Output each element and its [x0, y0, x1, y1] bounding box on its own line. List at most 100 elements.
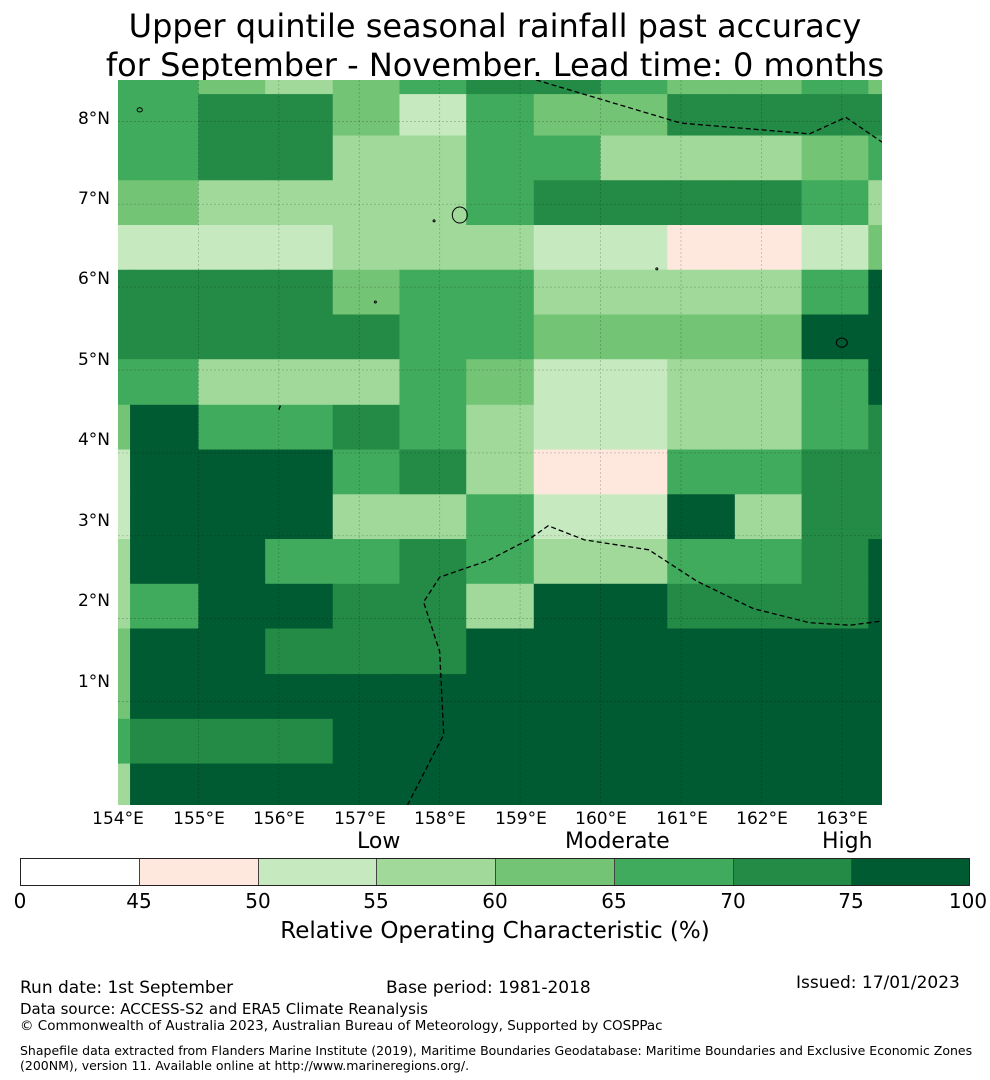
accuracy-cell [399, 583, 467, 630]
accuracy-cell [600, 718, 668, 765]
accuracy-cell [533, 359, 602, 406]
accuracy-cell [130, 583, 200, 630]
accuracy-cell [667, 404, 736, 451]
accuracy-cell [130, 628, 200, 675]
accuracy-cell [868, 539, 882, 585]
accuracy-cell [466, 269, 535, 316]
accuracy-cell [600, 225, 668, 271]
accuracy-cell [533, 583, 602, 630]
accuracy-cell [399, 135, 467, 181]
accuracy-cell [667, 80, 736, 95]
lon-label-156e: 156°E [253, 809, 305, 829]
accuracy-cell [868, 80, 882, 95]
island-outline [136, 107, 143, 113]
accuracy-cell [118, 494, 131, 540]
accuracy-cell [801, 404, 869, 451]
lat-label-5n: 5°N [77, 350, 110, 370]
accuracy-cell [868, 628, 882, 675]
accuracy-cell [118, 80, 131, 95]
accuracy-cell [118, 180, 131, 226]
accuracy-cell [265, 94, 334, 137]
accuracy-cell [801, 180, 869, 226]
maritime-boundary [536, 80, 882, 143]
accuracy-cell [466, 763, 535, 805]
colorbar-tick: 65 [601, 889, 627, 913]
accuracy-cell [466, 135, 535, 181]
accuracy-cell [667, 628, 736, 675]
accuracy-cell [801, 359, 869, 406]
accuracy-cell [130, 539, 200, 585]
accuracy-cell [118, 404, 131, 451]
accuracy-cell [118, 763, 131, 805]
accuracy-cell [734, 80, 803, 95]
accuracy-cell [130, 404, 200, 451]
accuracy-cell [600, 80, 668, 95]
accuracy-cell [533, 135, 602, 181]
accuracy-cell [265, 494, 334, 540]
colorbar-tick: 55 [363, 889, 389, 913]
lon-label-161e: 161°E [656, 809, 708, 829]
colorbar [20, 858, 970, 886]
accuracy-cell [533, 628, 602, 675]
accuracy-cell [118, 135, 131, 181]
accuracy-cell [734, 225, 803, 271]
accuracy-cell [130, 269, 200, 316]
accuracy-cell [667, 494, 736, 540]
accuracy-cell [734, 674, 803, 720]
accuracy-cell [332, 628, 401, 675]
accuracy-cell [466, 539, 535, 585]
accuracy-cell [801, 674, 869, 720]
accuracy-cell [198, 674, 266, 720]
accuracy-cell [399, 269, 467, 316]
accuracy-cell [198, 539, 266, 585]
colorbar-tick: 0 [13, 889, 27, 913]
accuracy-cell [265, 583, 334, 630]
accuracy-cell [667, 718, 736, 765]
accuracy-cell [466, 80, 535, 95]
accuracy-cell [667, 135, 736, 181]
lat-label-1n: 1°N [77, 672, 110, 692]
lon-label-154e: 154°E [92, 809, 144, 829]
accuracy-cell [868, 314, 882, 360]
accuracy-cell [801, 718, 869, 765]
lat-label-8n: 8°N [77, 109, 110, 129]
copyright-notice: © Commonwealth of Australia 2023, Austra… [20, 1018, 663, 1034]
accuracy-cell [265, 359, 334, 406]
accuracy-cell [118, 225, 131, 271]
rainfall-accuracy-map [118, 80, 882, 805]
accuracy-cell [466, 225, 535, 271]
accuracy-cell [198, 269, 266, 316]
accuracy-cell [332, 314, 401, 360]
accuracy-cell [466, 628, 535, 675]
accuracy-cell [466, 583, 535, 630]
accuracy-cell [600, 763, 668, 805]
accuracy-cell [801, 135, 869, 181]
accuracy-cell [868, 674, 882, 720]
accuracy-cell [868, 225, 882, 271]
accuracy-cell [667, 180, 736, 226]
accuracy-cell [734, 494, 803, 540]
accuracy-cell [399, 225, 467, 271]
accuracy-cell [868, 449, 882, 495]
accuracy-cell [466, 94, 535, 137]
accuracy-cell [399, 494, 467, 540]
accuracy-cell [667, 94, 736, 137]
accuracy-cell [130, 94, 200, 137]
accuracy-cell [332, 225, 401, 271]
accuracy-cell [533, 180, 602, 226]
accuracy-cell [198, 80, 266, 95]
accuracy-cell [198, 494, 266, 540]
accuracy-cell [399, 180, 467, 226]
accuracy-cell [118, 449, 131, 495]
accuracy-cell [332, 180, 401, 226]
colorbar-tick: 75 [838, 889, 864, 913]
accuracy-cell [667, 269, 736, 316]
accuracy-cell [801, 269, 869, 316]
accuracy-cell [466, 674, 535, 720]
accuracy-cell [118, 359, 131, 406]
accuracy-cell [600, 135, 668, 181]
accuracy-cell [332, 359, 401, 406]
colorbar-segment-65-70 [614, 859, 734, 885]
accuracy-cell [734, 314, 803, 360]
accuracy-cell [734, 539, 803, 585]
